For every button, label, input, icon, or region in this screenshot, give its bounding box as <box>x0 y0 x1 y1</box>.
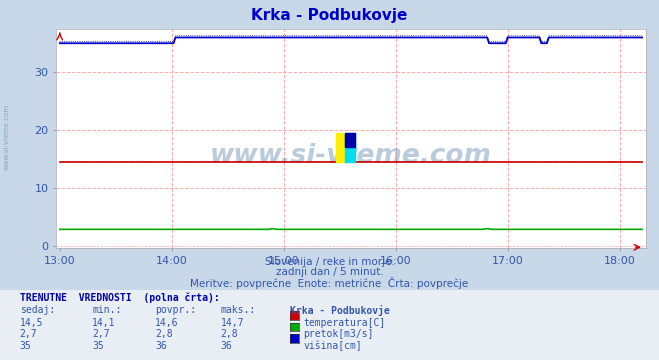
Text: Meritve: povprečne  Enote: metrične  Črta: povprečje: Meritve: povprečne Enote: metrične Črta:… <box>190 277 469 289</box>
Bar <box>345 133 355 162</box>
Text: sedaj:: sedaj: <box>20 305 55 315</box>
Text: 36: 36 <box>221 341 233 351</box>
Text: 14,7: 14,7 <box>221 318 244 328</box>
Text: Krka - Podbukovje: Krka - Podbukovje <box>290 305 390 316</box>
Text: maks.:: maks.: <box>221 305 256 315</box>
Text: TRENUTNE  VREDNOSTI  (polna črta):: TRENUTNE VREDNOSTI (polna črta): <box>20 292 219 303</box>
Text: 36: 36 <box>155 341 167 351</box>
Text: 35: 35 <box>92 341 104 351</box>
Text: 14,5: 14,5 <box>20 318 43 328</box>
Text: 2,7: 2,7 <box>92 329 110 339</box>
Text: 2,8: 2,8 <box>155 329 173 339</box>
Text: Krka - Podbukovje: Krka - Podbukovje <box>251 8 408 23</box>
Text: višina[cm]: višina[cm] <box>303 341 362 351</box>
Text: min.:: min.: <box>92 305 122 315</box>
Text: www.si-vreme.com: www.si-vreme.com <box>210 143 492 169</box>
Text: 2,8: 2,8 <box>221 329 239 339</box>
Bar <box>345 133 355 147</box>
Text: povpr.:: povpr.: <box>155 305 196 315</box>
Text: 14,6: 14,6 <box>155 318 179 328</box>
Text: pretok[m3/s]: pretok[m3/s] <box>303 329 374 339</box>
Text: Slovenija / reke in morje.: Slovenija / reke in morje. <box>264 257 395 267</box>
Text: zadnji dan / 5 minut.: zadnji dan / 5 minut. <box>275 267 384 277</box>
Text: www.si-vreme.com: www.si-vreme.com <box>4 104 10 170</box>
Bar <box>336 133 345 162</box>
Text: 35: 35 <box>20 341 32 351</box>
Text: temperatura[C]: temperatura[C] <box>303 318 386 328</box>
Text: 2,7: 2,7 <box>20 329 38 339</box>
Text: 14,1: 14,1 <box>92 318 116 328</box>
